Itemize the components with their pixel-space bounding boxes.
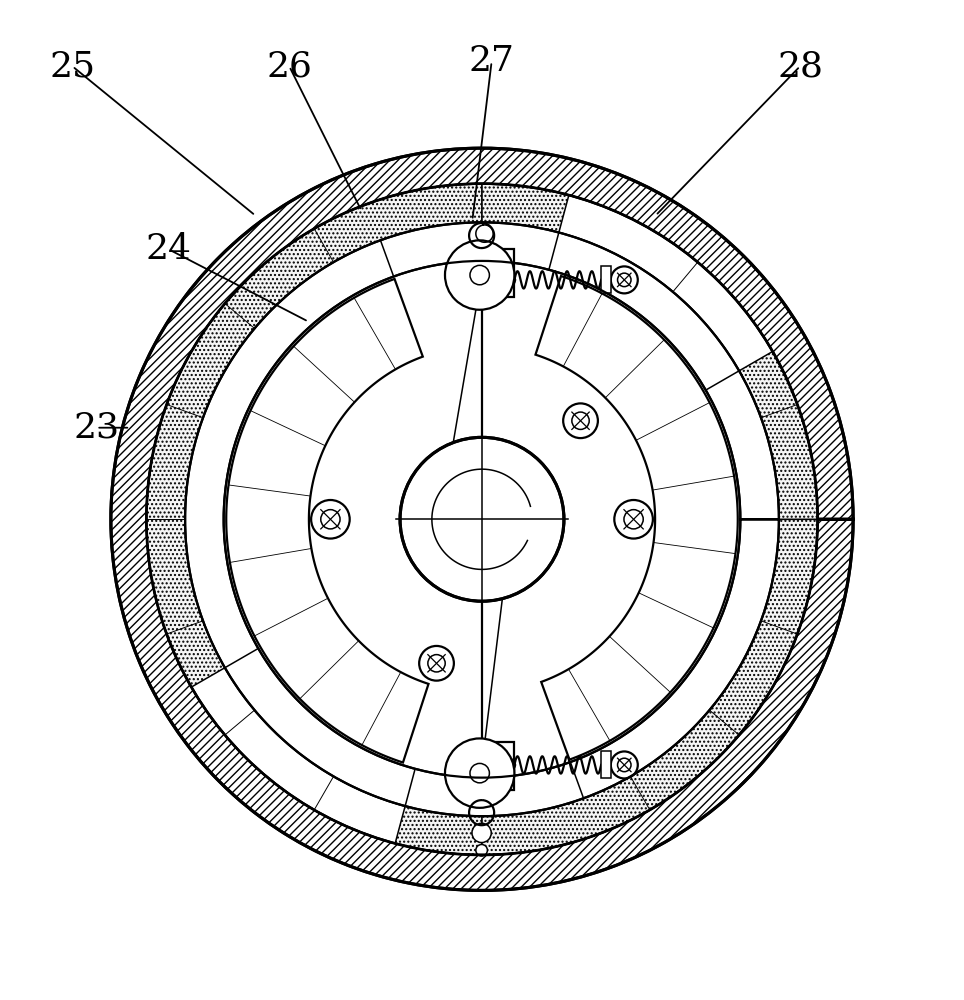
Text: 28: 28 bbox=[777, 49, 823, 83]
Bar bbox=[469, 742, 515, 790]
Polygon shape bbox=[482, 519, 817, 855]
Text: 25: 25 bbox=[49, 49, 95, 83]
Bar bbox=[469, 249, 515, 297]
Circle shape bbox=[563, 403, 598, 438]
Circle shape bbox=[614, 500, 653, 539]
Polygon shape bbox=[535, 276, 737, 760]
Circle shape bbox=[611, 266, 638, 293]
Polygon shape bbox=[147, 184, 482, 855]
Circle shape bbox=[611, 751, 638, 778]
Circle shape bbox=[419, 646, 454, 681]
Bar bbox=[602, 751, 611, 778]
Text: 23: 23 bbox=[73, 411, 120, 445]
Text: 24: 24 bbox=[146, 232, 192, 266]
Text: 26: 26 bbox=[266, 49, 312, 83]
Text: 27: 27 bbox=[469, 44, 515, 78]
Polygon shape bbox=[559, 195, 772, 371]
Polygon shape bbox=[192, 668, 405, 843]
Circle shape bbox=[400, 437, 564, 601]
Circle shape bbox=[445, 738, 515, 808]
Polygon shape bbox=[185, 222, 779, 816]
Circle shape bbox=[445, 240, 515, 310]
Polygon shape bbox=[227, 279, 429, 763]
Polygon shape bbox=[482, 184, 817, 519]
Circle shape bbox=[311, 500, 350, 539]
Bar bbox=[602, 266, 611, 293]
Polygon shape bbox=[111, 148, 853, 890]
Circle shape bbox=[476, 844, 488, 856]
Circle shape bbox=[472, 823, 492, 843]
